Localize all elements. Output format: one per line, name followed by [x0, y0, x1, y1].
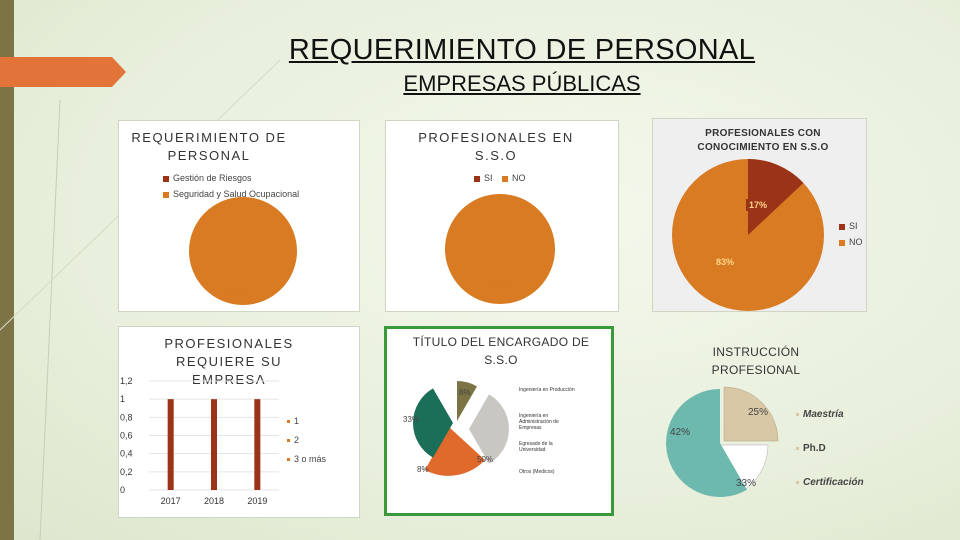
- legend-item: Ph.D: [796, 443, 826, 454]
- legend-label: Certificación: [803, 477, 864, 488]
- legend-swatch: [163, 191, 169, 198]
- pie-slice-seguridad: [189, 197, 297, 305]
- pie-slice-ing-produccion: [457, 381, 477, 421]
- legend-label: NO: [512, 173, 526, 183]
- legend-swatch: [796, 480, 799, 484]
- legend-item: NO: [502, 173, 526, 183]
- chart-profesionales-sso-panel: PROFESIONALES EN S.S.O SI NO 100%: [385, 120, 619, 312]
- pie-slice-egresado: [425, 427, 485, 476]
- chart-title: PROFESIONALES EN S.S.O: [418, 130, 574, 163]
- y-tick-label: 0,6: [120, 431, 133, 441]
- legend-label: Seguridad y Salud Ocupacional: [173, 189, 300, 199]
- pie-slice-certificacion: [666, 389, 747, 497]
- legend-swatch: [839, 239, 845, 246]
- x-tick-label: 2019: [247, 496, 267, 506]
- legend-item: 3 o más: [287, 454, 326, 464]
- data-label: 100%: [485, 282, 509, 292]
- y-tick-label: 1,2: [120, 376, 133, 386]
- legend-item: SI: [839, 221, 858, 231]
- legend-label: 1: [294, 416, 300, 426]
- legend-swatch: [796, 446, 799, 450]
- pie-slice-maestria: [723, 386, 779, 442]
- legend-item: Seguridad y Salud Ocupacional: [163, 189, 299, 199]
- y-tick-label: 0,2: [120, 467, 133, 477]
- y-tick-label: 0,8: [120, 412, 133, 422]
- data-label: 42%: [670, 427, 691, 438]
- legend-label: Ingeniería en Producción: [519, 387, 575, 393]
- legend-label: Ph.D: [803, 443, 826, 454]
- legend-label: Maestría: [803, 409, 844, 420]
- bar: [211, 399, 217, 490]
- legend-swatch: [287, 420, 290, 424]
- data-label: 8%: [417, 465, 429, 474]
- pie-slice-otros: [413, 388, 453, 458]
- legend-label: Ingeniería en Administración de Empresas: [519, 413, 559, 431]
- legend-swatch: [474, 175, 480, 182]
- y-tick-label: 0,4: [120, 449, 133, 459]
- pie-slice-ing-administracion: [469, 394, 509, 464]
- bar: [254, 399, 261, 490]
- legend-swatch: [796, 412, 799, 416]
- data-label: 8%: [459, 388, 471, 397]
- pie-slice-si: [748, 159, 804, 235]
- title-arrow-shape: [0, 57, 126, 87]
- chart-title: TÍTULO DEL ENCARGADO DE S.S.O: [412, 335, 590, 367]
- x-tick-label: 2017: [161, 496, 181, 506]
- legend-item: Certificación: [796, 477, 864, 488]
- pie-svg: [445, 194, 555, 304]
- legend-item: SI: [474, 173, 493, 183]
- legend-swatch: [163, 175, 169, 182]
- bar-chart-svg: 1,2 1 0,8 0,6 0,4 0,2 0 2017 2018 2019: [120, 376, 279, 506]
- pie-svg: [666, 386, 779, 497]
- x-tick-label: 2018: [204, 496, 224, 506]
- chart-titulo-encargado-panel: TÍTULO DEL ENCARGADO DE S.S.O 8% 33% 50%…: [384, 326, 614, 516]
- legend-label: 3 o más: [294, 454, 327, 464]
- bar: [167, 399, 174, 490]
- legend-swatch: [839, 223, 845, 230]
- legend-item: 2: [287, 435, 299, 445]
- left-accent-bar: [0, 0, 14, 540]
- legend-label: SI: [849, 221, 858, 231]
- pie-slice-no: [445, 194, 555, 304]
- data-label: 33%: [736, 478, 757, 489]
- data-label: 50%: [477, 455, 494, 464]
- legend-swatch: [287, 439, 290, 443]
- legend-label: Gestión de Riesgos: [173, 173, 252, 183]
- legend-item: 1: [287, 416, 299, 426]
- chart-instruccion-panel: INSTRUCCIÓN PROFESIONAL 25% 33% 42% Maes…: [652, 335, 876, 515]
- legend-label: Otros (Medicos): [519, 469, 555, 475]
- page-subtitle: EMPRESAS PÚBLICAS: [403, 71, 641, 96]
- legend-label: 2: [294, 435, 300, 445]
- data-label: 17%: [746, 199, 771, 211]
- data-label: 33%: [403, 415, 420, 424]
- legend-item: NO: [839, 237, 863, 247]
- legend-label: NO: [849, 237, 863, 247]
- chart-title: INSTRUCCIÓN PROFESIONAL: [711, 345, 801, 377]
- chart-profesionales-requiere-panel: PROFESIONALES REQUIERE SU EMPRESA 1,2 1 0,…: [118, 326, 360, 518]
- y-tick-label: 1: [120, 394, 125, 404]
- pie-svg: [413, 381, 509, 476]
- pie-svg: [189, 197, 297, 305]
- legend-swatch: [287, 458, 290, 462]
- chart-conocimiento-panel: PROFESIONALES CON CONOCIMIENTO EN S.S.O …: [652, 118, 867, 312]
- page-title: REQUERIMIENTO DE PERSONAL: [288, 34, 756, 66]
- chart-title: PROFESIONALES CON CONOCIMIENTO EN S.S.O: [697, 128, 829, 153]
- legend-swatch: [502, 175, 508, 182]
- data-label: 100%: [220, 288, 244, 298]
- pie-svg: [672, 159, 824, 311]
- y-tick-label: 0: [120, 485, 125, 495]
- legend-item: Maestría: [796, 409, 844, 420]
- chart-requerimiento-panel: REQUERIMIENTO DE PERSONAL Gestión de Rie…: [118, 120, 360, 312]
- data-label: 83%: [713, 256, 738, 268]
- chart-title: PROFESIONALES REQUIERE SU EMPRESA: [164, 336, 294, 387]
- data-label: 25%: [748, 407, 769, 418]
- legend-label: SI: [484, 173, 493, 183]
- legend-item: Gestión de Riesgos: [163, 173, 252, 183]
- legend-label: Egresado de la Universidad: [519, 441, 553, 453]
- chart-title: REQUERIMIENTO DE PERSONAL: [131, 130, 287, 163]
- decorative-line: [39, 99, 61, 540]
